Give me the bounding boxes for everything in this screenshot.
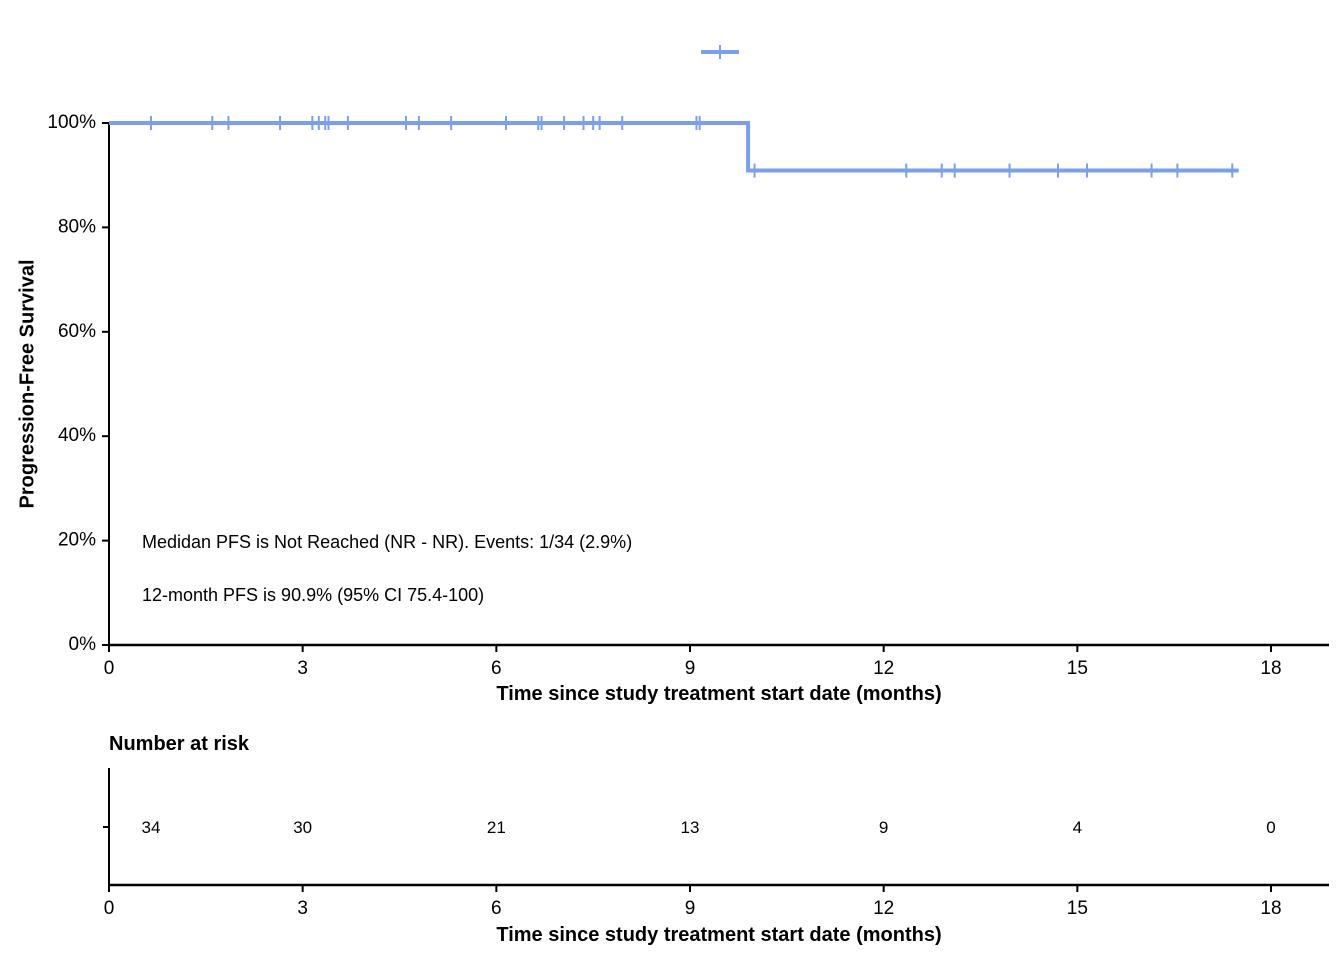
x-tick-label: 0 xyxy=(104,658,115,679)
y-tick-label: 60% xyxy=(58,321,96,342)
main-plot-axes xyxy=(108,123,1329,647)
risk-table-counts: 34 30 21 13 9 4 0 xyxy=(142,818,1276,837)
y-tick-label: 80% xyxy=(58,216,96,237)
risk-count: 30 xyxy=(293,818,312,837)
risk-table-x-ticks: 0 3 6 9 12 15 18 xyxy=(104,885,1282,919)
y-tick-label: 100% xyxy=(47,112,96,133)
y-axis-ticks: 0% 20% 40% 60% 80% 100% xyxy=(47,112,109,655)
risk-x-tick-label: 15 xyxy=(1067,898,1088,919)
risk-count: 21 xyxy=(487,818,506,837)
y-axis-title: Progression-Free Survival xyxy=(16,260,38,509)
risk-x-tick-label: 12 xyxy=(873,898,894,919)
risk-table-title: Number at risk xyxy=(109,733,250,755)
y-tick-label: 40% xyxy=(58,425,96,446)
risk-x-tick-label: 6 xyxy=(491,898,502,919)
x-tick-label: 3 xyxy=(297,658,308,679)
risk-count: 34 xyxy=(142,818,161,837)
x-tick-label: 15 xyxy=(1067,658,1088,679)
censor-marks xyxy=(149,116,1234,178)
x-axis-ticks: 0 3 6 9 12 15 18 xyxy=(104,645,1282,679)
risk-x-tick-label: 9 xyxy=(685,898,696,919)
risk-x-tick-label: 0 xyxy=(104,898,115,919)
x-tick-label: 18 xyxy=(1260,658,1281,679)
risk-count: 0 xyxy=(1266,818,1275,837)
legend xyxy=(701,45,739,59)
survival-curve-line xyxy=(109,121,1239,173)
risk-x-tick-label: 3 xyxy=(297,898,308,919)
12-month-pfs-annotation: 12-month PFS is 90.9% (95% CI 75.4-100) xyxy=(142,585,484,605)
risk-count: 9 xyxy=(879,818,888,837)
y-tick-label: 20% xyxy=(58,530,96,551)
y-tick-label: 0% xyxy=(69,634,97,655)
risk-table: Number at risk 34 30 21 13 9 4 0 0 3 6 9 12 15 18 Ti… xyxy=(103,733,1329,946)
risk-table-x-axis-title: Time since study treatment start date (m… xyxy=(496,924,941,946)
risk-x-tick-label: 18 xyxy=(1260,898,1281,919)
risk-count: 4 xyxy=(1073,818,1082,837)
survival-series xyxy=(109,116,1239,178)
x-axis-title: Time since study treatment start date (m… xyxy=(496,683,941,705)
x-tick-label: 6 xyxy=(491,658,502,679)
x-tick-label: 9 xyxy=(685,658,696,679)
median-pfs-annotation: Medidan PFS is Not Reached (NR - NR). Ev… xyxy=(142,532,632,552)
x-tick-label: 12 xyxy=(873,658,894,679)
risk-count: 13 xyxy=(681,818,700,837)
